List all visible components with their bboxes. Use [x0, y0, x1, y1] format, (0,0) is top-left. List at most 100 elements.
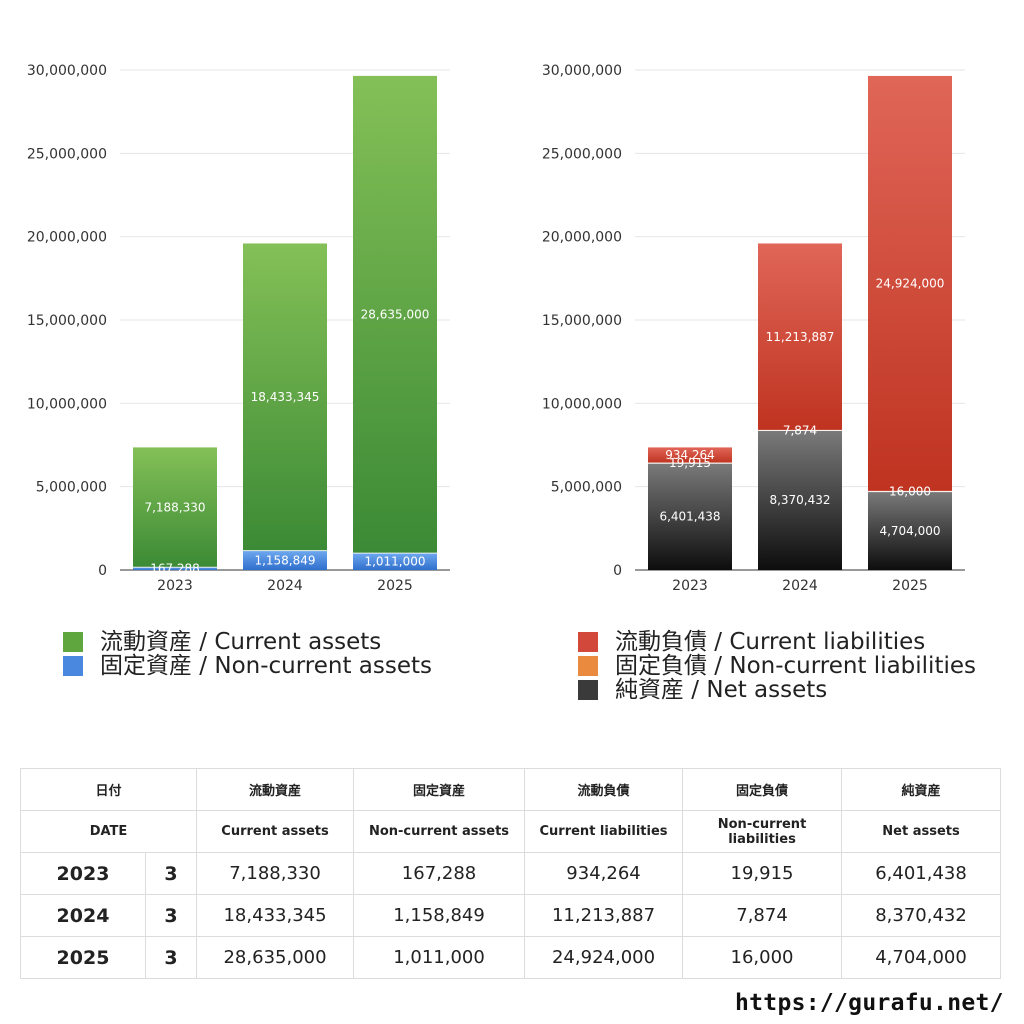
legend-label-non-current-liabilities: 固定負債 / Non-current liabilities — [615, 653, 976, 679]
cell-year: 2024 — [20, 894, 146, 937]
cell-net-assets: 4,704,000 — [841, 936, 1002, 979]
y-tick-label: 30,000,000 — [542, 63, 622, 79]
cell-non-current-assets: 167,288 — [353, 852, 526, 895]
table-header-row-jp: 日付 流動資産 固定資産 流動負債 固定負債 純資産 — [19, 768, 1002, 811]
data-label-net-assets: 4,704,000 — [879, 524, 940, 538]
cell-current-assets: 18,433,345 — [196, 894, 355, 937]
data-label-net-assets: 8,370,432 — [769, 493, 830, 507]
data-label-current-liabilities: 24,924,000 — [876, 277, 945, 291]
bar-non-current-assets-2024 — [243, 550, 327, 570]
y-tick-label: 25,000,000 — [27, 146, 107, 162]
header-non-current-liabilities-jp: 固定負債 — [682, 768, 843, 811]
chart-svg: 0 5,000,000 10,000,000 15,000,000 20,000,000… — [27, 63, 450, 594]
bar-non-current-assets-2023 — [133, 567, 217, 570]
header-date-jp: 日付 — [19, 768, 198, 811]
x-tick-label: 2024 — [782, 578, 818, 594]
data-label-current-assets: 18,433,345 — [251, 390, 320, 404]
table-header-row-en: DATE Current assets Non-current assets C… — [19, 810, 1002, 853]
cell-current-liabilities: 934,264 — [524, 852, 684, 895]
header-current-liabilities-jp: 流動負債 — [524, 768, 684, 811]
cell-year: 2025 — [20, 936, 146, 979]
y-tick-label: 0 — [613, 563, 622, 579]
legend-swatch-non-current-liabilities — [578, 656, 598, 676]
table-row: 2024 3 18,433,345 1,158,849 11,213,887 7… — [20, 894, 1002, 937]
header-non-current-assets-jp: 固定資産 — [353, 768, 526, 811]
legend-label-current-liabilities: 流動負債 / Current liabilities — [615, 629, 926, 655]
data-label-current-assets: 28,635,000 — [361, 308, 430, 322]
legend-label-non-current-assets: 固定資産 / Non-current assets — [100, 653, 433, 679]
header-current-liabilities-en: Current liabilities — [524, 810, 684, 853]
y-tick-label: 10,000,000 — [542, 396, 622, 412]
cell-non-current-assets: 1,011,000 — [353, 936, 526, 979]
header-non-current-liabilities-en: Non-current liabilities — [682, 810, 843, 853]
header-current-assets-jp: 流動資産 — [196, 768, 355, 811]
data-label-current-assets: 7,188,330 — [144, 500, 205, 514]
cell-non-current-assets: 1,158,849 — [353, 894, 526, 937]
header-current-assets-en: Current assets — [196, 810, 355, 853]
bar-net-assets-2023 — [648, 463, 732, 570]
data-label-non-current-liabilities: 19,915 — [669, 456, 711, 470]
legend-item-non-current-liabilities: 固定負債 / Non-current liabilities — [578, 654, 976, 678]
header-non-current-assets-en: Non-current assets — [353, 810, 526, 853]
cell-current-assets: 7,188,330 — [196, 852, 355, 895]
cell-current-liabilities: 11,213,887 — [524, 894, 684, 937]
cell-year: 2023 — [20, 852, 146, 895]
legend-swatch-current-assets — [63, 632, 83, 652]
legend-item-current-assets: 流動資産 / Current assets — [63, 630, 432, 654]
bar-current-liabilities-2024 — [758, 243, 842, 431]
y-tick-label: 25,000,000 — [542, 146, 622, 162]
data-label-non-current-assets: 1,158,849 — [254, 553, 315, 567]
cell-net-assets: 6,401,438 — [841, 852, 1002, 895]
y-tick-label: 0 — [98, 563, 107, 579]
y-tick-label: 30,000,000 — [27, 63, 107, 79]
x-tick-label: 2025 — [377, 578, 413, 594]
legend-swatch-current-liabilities — [578, 632, 598, 652]
legend-item-non-current-assets: 固定資産 / Non-current assets — [63, 654, 432, 678]
x-tick-label: 2025 — [892, 578, 928, 594]
y-tick-label: 5,000,000 — [36, 480, 107, 496]
data-label-net-assets: 6,401,438 — [659, 510, 720, 524]
y-tick-label: 10,000,000 — [27, 396, 107, 412]
y-tick-label: 20,000,000 — [542, 230, 622, 246]
legend-label-current-assets: 流動資産 / Current assets — [100, 629, 382, 655]
cell-net-assets: 8,370,432 — [841, 894, 1002, 937]
cell-current-liabilities: 24,924,000 — [524, 936, 684, 979]
header-net-assets-en: Net assets — [841, 810, 1002, 853]
financial-data-table: 日付 流動資産 固定資産 流動負債 固定負債 純資産 DATE Current … — [19, 768, 1002, 979]
cell-non-current-liabilities: 7,874 — [682, 894, 843, 937]
cell-non-current-liabilities: 19,915 — [682, 852, 843, 895]
bar-net-assets-2025 — [868, 491, 952, 570]
data-label-non-current-liabilities: 16,000 — [889, 484, 931, 498]
bar-net-assets-2024 — [758, 430, 842, 570]
cell-current-assets: 28,635,000 — [196, 936, 355, 979]
chart-svg: 0 5,000,000 10,000,000 15,000,000 20,000,000… — [542, 63, 965, 594]
bar-current-liabilities-2025 — [868, 75, 952, 492]
bar-current-assets-2023 — [133, 447, 217, 568]
table-row: 2023 3 7,188,330 167,288 934,264 19,915 … — [20, 852, 1002, 895]
bar-current-assets-2024 — [243, 243, 327, 551]
bar-non-current-assets-2025 — [353, 553, 437, 570]
legend-swatch-net-assets — [578, 680, 598, 700]
data-label-current-liabilities: 11,213,887 — [766, 330, 835, 344]
legend-swatch-non-current-assets — [63, 656, 83, 676]
data-label-current-liabilities: 934,264 — [665, 448, 715, 462]
liabilities-chart: 0 5,000,000 10,000,000 15,000,000 20,000,000… — [515, 55, 985, 604]
header-date-en: DATE — [19, 810, 198, 853]
y-tick-label: 15,000,000 — [27, 313, 107, 329]
y-tick-label: 5,000,000 — [551, 480, 622, 496]
legend-item-net-assets: 純資産 / Net assets — [578, 678, 976, 702]
x-tick-label: 2024 — [267, 578, 303, 594]
legend-item-current-liabilities: 流動負債 / Current liabilities — [578, 630, 976, 654]
y-tick-label: 15,000,000 — [542, 313, 622, 329]
table-row: 2025 3 28,635,000 1,011,000 24,924,000 1… — [20, 936, 1002, 979]
legend-label-net-assets: 純資産 / Net assets — [615, 677, 828, 703]
source-url[interactable]: https://gurafu.net/ — [735, 990, 1004, 1016]
cell-month: 3 — [144, 894, 198, 937]
cell-month: 3 — [144, 852, 198, 895]
bar-current-liabilities-2023 — [648, 447, 732, 463]
data-label-non-current-assets: 1,011,000 — [364, 555, 425, 569]
liabilities-legend: 流動負債 / Current liabilities 固定負債 / Non-cu… — [578, 630, 976, 702]
x-tick-label: 2023 — [672, 578, 708, 594]
bar-current-assets-2025 — [353, 75, 437, 554]
y-tick-label: 20,000,000 — [27, 230, 107, 246]
